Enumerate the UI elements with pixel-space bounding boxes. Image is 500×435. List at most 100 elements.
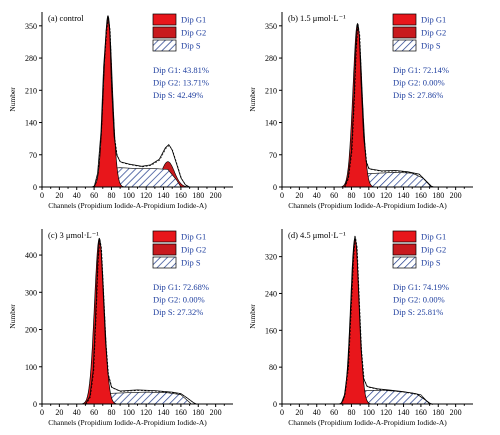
chart-panel-1: 0 20 40 60 80 100 120 140 160 180 200 0 70 140 210 280 3… bbox=[248, 12, 473, 210]
x-tick-label: 140 bbox=[398, 191, 410, 200]
x-tick-label: 200 bbox=[450, 191, 462, 200]
legend-label-0: Dip G1 bbox=[181, 15, 206, 25]
x-tick-label: 160 bbox=[175, 191, 187, 200]
x-tick-label: 120 bbox=[380, 408, 392, 417]
x-tick-label: 0 bbox=[280, 408, 284, 417]
legend-label-1: Dip G2 bbox=[421, 245, 446, 255]
x-tick-label: 20 bbox=[55, 191, 63, 200]
x-tick-label: 20 bbox=[295, 408, 303, 417]
model-fit-line bbox=[85, 238, 198, 405]
panels: 0 20 40 60 80 100 120 140 160 180 2000701402102803… bbox=[8, 12, 473, 427]
panel-label: (b) 1.5 μmol·L⁻¹ bbox=[288, 13, 346, 23]
legend-swatch-0 bbox=[152, 13, 177, 26]
x-tick-label: 20 bbox=[55, 408, 63, 417]
legend-label-2: Dip S bbox=[181, 41, 201, 51]
y-tick-label: 80 bbox=[269, 363, 277, 372]
histogram-outline bbox=[85, 238, 197, 405]
y-tick-label: 300 bbox=[25, 288, 37, 297]
legend-label-0: Dip G1 bbox=[421, 15, 446, 25]
x-tick-label: 0 bbox=[280, 191, 284, 200]
legend-swatch-1 bbox=[152, 26, 177, 39]
x-tick-label: 80 bbox=[107, 191, 115, 200]
y-tick-label: 280 bbox=[25, 54, 37, 63]
panel-label: (c) 3 μmol·L⁻¹ bbox=[48, 230, 99, 240]
y-tick-label: 240 bbox=[265, 289, 277, 298]
stat-line-1: Dip G2: 13.71% bbox=[153, 78, 209, 88]
stat-line-0: Dip G1: 43.81% bbox=[153, 65, 209, 75]
x-axis-title: Channels (Propidium Iodide-A-Propidium I… bbox=[48, 201, 207, 210]
x-tick-label: 200 bbox=[210, 191, 222, 200]
stat-line-2: Dip S: 42.49% bbox=[153, 90, 203, 100]
y-tick-label: 0 bbox=[33, 400, 37, 409]
g1-peak-area bbox=[337, 237, 372, 405]
chart-panel-0: 0 20 40 60 80 100 120 140 160 180 200 0 70 140 210 280 3… bbox=[8, 12, 233, 210]
x-tick-label: 180 bbox=[432, 408, 444, 417]
legend: Dip G1 Dip G2 Dip S bbox=[152, 13, 206, 52]
y-tick-label: 350 bbox=[265, 22, 277, 31]
stat-line-2: Dip S: 27.32% bbox=[153, 307, 203, 317]
y-axis-title: Number bbox=[248, 87, 257, 112]
stat-line-0: Dip G1: 72.14% bbox=[393, 65, 449, 75]
y-tick-label: 350 bbox=[25, 22, 37, 31]
y-axis-title: Number bbox=[8, 304, 17, 329]
x-tick-label: 120 bbox=[140, 191, 152, 200]
x-axis-title: Channels (Propidium Iodide-A-Propidium I… bbox=[48, 418, 207, 427]
stat-line-0: Dip G1: 74.19% bbox=[393, 282, 449, 292]
x-tick-label: 120 bbox=[380, 191, 392, 200]
legend-label-1: Dip G2 bbox=[421, 28, 446, 38]
x-tick-label: 20 bbox=[295, 191, 303, 200]
model-fit-line bbox=[94, 17, 191, 188]
legend: Dip G1 Dip G2 Dip S bbox=[152, 230, 206, 269]
y-tick-label: 400 bbox=[25, 251, 37, 260]
stat-line-2: Dip S: 27.86% bbox=[393, 90, 443, 100]
x-tick-label: 80 bbox=[347, 408, 355, 417]
legend-swatch-0 bbox=[152, 230, 177, 243]
y-tick-label: 210 bbox=[265, 86, 277, 95]
x-tick-label: 100 bbox=[363, 408, 375, 417]
stat-line-1: Dip G2: 0.00% bbox=[393, 295, 445, 305]
x-tick-label: 100 bbox=[123, 408, 135, 417]
y-tick-label: 200 bbox=[25, 326, 37, 335]
stat-line-0: Dip G1: 72.68% bbox=[153, 282, 209, 292]
x-tick-label: 160 bbox=[415, 408, 427, 417]
g1-peak-area bbox=[90, 15, 125, 188]
x-tick-label: 120 bbox=[140, 408, 152, 417]
y-tick-label: 100 bbox=[25, 363, 37, 372]
x-tick-label: 160 bbox=[415, 191, 427, 200]
x-tick-label: 80 bbox=[347, 191, 355, 200]
x-tick-label: 140 bbox=[158, 408, 170, 417]
x-tick-label: 180 bbox=[192, 408, 204, 417]
g1-peak-area bbox=[80, 237, 119, 405]
y-tick-label: 0 bbox=[273, 183, 277, 192]
legend-swatch-2 bbox=[152, 39, 177, 52]
legend-swatch-2 bbox=[392, 39, 417, 52]
x-tick-label: 60 bbox=[90, 408, 98, 417]
x-tick-label: 40 bbox=[73, 191, 81, 200]
legend-swatch-0 bbox=[392, 230, 417, 243]
stat-line-1: Dip G2: 0.00% bbox=[393, 78, 445, 88]
g1-peak-area bbox=[339, 22, 376, 188]
y-tick-label: 210 bbox=[25, 86, 37, 95]
panel-label: (a) control bbox=[48, 13, 84, 23]
x-axis-title: Channels (Propidium Iodide-A-Propidium I… bbox=[288, 418, 447, 427]
y-tick-label: 0 bbox=[273, 400, 277, 409]
y-axis-title: Number bbox=[8, 87, 17, 112]
legend-swatch-2 bbox=[392, 256, 417, 269]
legend: Dip G1 Dip G2 Dip S bbox=[392, 13, 446, 52]
x-tick-label: 140 bbox=[158, 191, 170, 200]
x-tick-label: 40 bbox=[313, 408, 321, 417]
x-tick-label: 100 bbox=[123, 191, 135, 200]
panel-label: (d) 4.5 μmol·L⁻¹ bbox=[288, 230, 346, 240]
legend-swatch-1 bbox=[392, 26, 417, 39]
legend-label-1: Dip G2 bbox=[181, 28, 206, 38]
y-tick-label: 70 bbox=[269, 151, 277, 160]
x-tick-label: 180 bbox=[192, 191, 204, 200]
stat-line-2: Dip S: 25.81% bbox=[393, 307, 443, 317]
x-tick-label: 0 bbox=[40, 408, 44, 417]
y-axis-title: Number bbox=[248, 304, 257, 329]
x-tick-label: 80 bbox=[107, 408, 115, 417]
x-tick-label: 60 bbox=[330, 191, 338, 200]
legend-swatch-0 bbox=[392, 13, 417, 26]
x-tick-label: 0 bbox=[40, 191, 44, 200]
x-tick-label: 180 bbox=[432, 191, 444, 200]
